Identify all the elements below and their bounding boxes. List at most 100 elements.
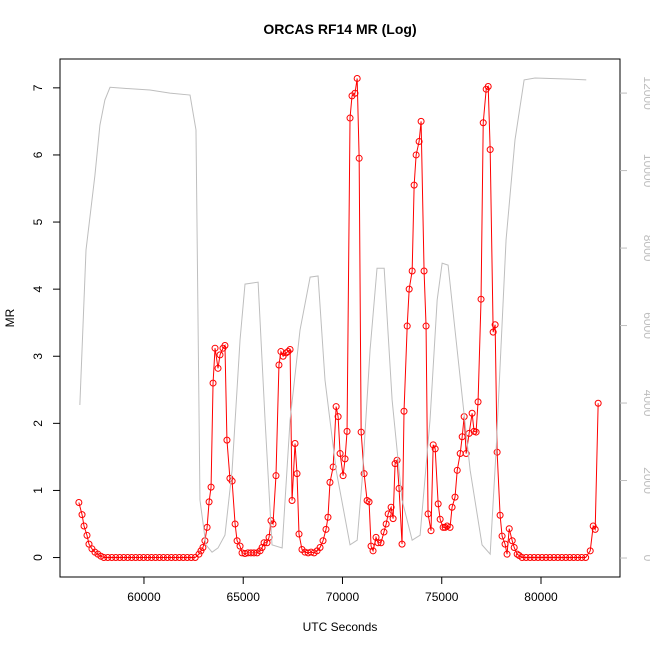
x-axis-label: UTC Seconds (303, 620, 378, 634)
data-point (223, 436, 231, 444)
data-point (228, 477, 236, 485)
data-point (207, 483, 215, 491)
data-point (410, 181, 418, 189)
data-point (269, 520, 277, 528)
y-tick-label: 6 (31, 151, 45, 158)
data-point (526, 554, 534, 562)
data-point (231, 520, 239, 528)
data-point (382, 520, 390, 528)
y-tick-label: 2 (31, 420, 45, 427)
data-point (75, 499, 83, 507)
data-point (144, 554, 152, 562)
y-tick-label: 5 (31, 218, 45, 225)
data-point (420, 267, 428, 275)
data-point (365, 498, 373, 506)
data-point (216, 351, 224, 359)
data-point (136, 554, 144, 562)
data-point (78, 511, 86, 519)
y-tick-label: 3 (31, 353, 45, 360)
data-point (395, 484, 403, 492)
data-point (508, 537, 516, 545)
data-point (256, 547, 264, 555)
data-point (562, 554, 570, 562)
data-point (221, 342, 229, 350)
data-point (498, 532, 506, 540)
x-tick-label: 75000 (425, 590, 459, 604)
data-point (513, 550, 521, 558)
data-point (550, 554, 558, 562)
data-point (319, 537, 327, 545)
data-point (250, 549, 258, 557)
data-point (183, 554, 191, 562)
data-point (332, 403, 340, 411)
data-point (501, 540, 509, 548)
data-point (415, 138, 423, 146)
data-point (195, 550, 203, 558)
data-point (486, 146, 494, 154)
data-point (155, 554, 163, 562)
data-point (446, 523, 454, 531)
data-point (272, 472, 280, 480)
data-point (505, 525, 513, 533)
y-tick-label: 1 (31, 487, 45, 494)
data-point (384, 510, 392, 518)
data-point (108, 554, 116, 562)
data-point (594, 399, 602, 407)
data-point (288, 497, 296, 505)
data-point (275, 361, 283, 369)
data-point (387, 503, 395, 511)
data-point (522, 554, 530, 562)
data-point (586, 547, 594, 555)
data-point (412, 151, 420, 159)
data-point (203, 523, 211, 531)
data-point (377, 539, 385, 547)
data-point (458, 433, 466, 441)
data-point (491, 321, 499, 329)
data-point (100, 554, 108, 562)
data-point (355, 154, 363, 162)
data-point (284, 348, 292, 356)
data-point (116, 554, 124, 562)
data-point (163, 554, 171, 562)
data-point (286, 346, 294, 354)
plot-frame (59, 58, 621, 578)
data-point (380, 528, 388, 536)
data-point (339, 472, 347, 480)
data-point (295, 530, 303, 538)
data-point (322, 525, 330, 533)
data-point (453, 466, 461, 474)
data-point (408, 267, 416, 275)
data-point (140, 554, 148, 562)
data-point (341, 455, 349, 463)
data-point (293, 470, 301, 478)
data-point (468, 409, 476, 417)
data-point (112, 554, 120, 562)
data-point (120, 554, 128, 562)
data-point (199, 543, 207, 551)
y-tick-label: 7 (31, 84, 45, 91)
data-point (324, 513, 332, 521)
data-point (578, 554, 586, 562)
data-point (148, 554, 156, 562)
data-point (179, 554, 187, 562)
data-point (357, 428, 365, 436)
data-point (400, 407, 408, 415)
data-point (346, 114, 354, 122)
data-point (439, 523, 447, 531)
data-point (493, 448, 501, 456)
data-point (398, 540, 406, 548)
data-point (434, 500, 442, 508)
data-point (360, 470, 368, 478)
series-line (78, 78, 599, 559)
data-point (175, 554, 183, 562)
data-point (424, 510, 432, 518)
data-point (343, 427, 351, 435)
data-point (187, 554, 195, 562)
data-point (236, 542, 244, 550)
data-point (558, 554, 566, 562)
data-point (124, 554, 132, 562)
data-point (496, 511, 504, 519)
x-tick-label: 80000 (524, 590, 558, 604)
data-point (441, 523, 449, 531)
